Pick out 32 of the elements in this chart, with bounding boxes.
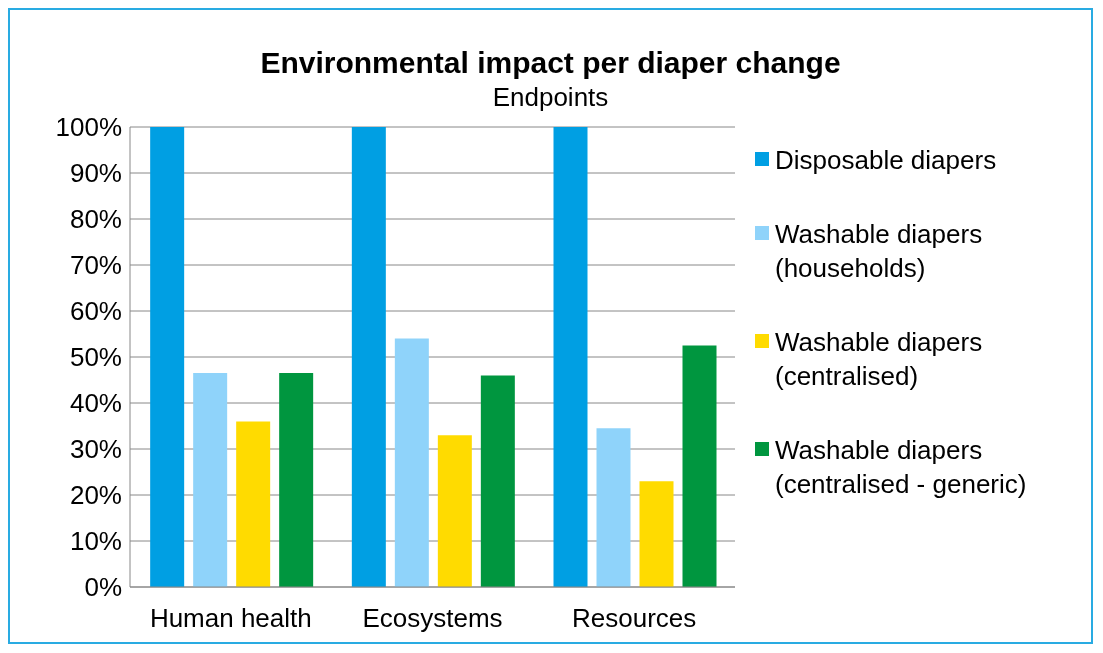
chart-title: Environmental impact per diaper change bbox=[259, 46, 842, 80]
bar bbox=[150, 127, 185, 587]
y-tick-label: 70% bbox=[69, 250, 122, 281]
legend-label: Disposable diapers bbox=[775, 144, 998, 177]
bar bbox=[682, 345, 717, 587]
legend-label: Washable diapers (centralised) bbox=[775, 326, 984, 393]
y-tick-label: 50% bbox=[69, 342, 122, 373]
bar bbox=[236, 421, 271, 587]
x-tick-label: Ecosystems bbox=[362, 603, 503, 634]
bar bbox=[596, 428, 631, 587]
legend-label: Washable diapers (centralised - generic) bbox=[775, 434, 1028, 501]
chart-subtitle: Endpoints bbox=[491, 82, 610, 113]
y-tick-label: 90% bbox=[69, 158, 122, 189]
x-tick-label: Resources bbox=[572, 603, 697, 634]
y-tick-label: 10% bbox=[69, 526, 122, 557]
bar bbox=[639, 481, 674, 587]
bar bbox=[480, 375, 515, 587]
y-tick-label: 20% bbox=[69, 480, 122, 511]
y-tick-label: 30% bbox=[69, 434, 122, 465]
bar bbox=[279, 373, 314, 587]
bar bbox=[394, 338, 429, 587]
y-tick-label: 80% bbox=[69, 204, 122, 235]
bar bbox=[553, 127, 588, 587]
y-tick-label: 100% bbox=[55, 112, 122, 143]
bar bbox=[193, 373, 228, 587]
bar bbox=[437, 435, 472, 587]
legend-label: Washable diapers (households) bbox=[775, 218, 984, 285]
y-tick-label: 0% bbox=[84, 572, 122, 603]
x-tick-label: Human health bbox=[149, 603, 312, 634]
bar bbox=[351, 127, 386, 587]
y-tick-label: 60% bbox=[69, 296, 122, 327]
y-tick-label: 40% bbox=[69, 388, 122, 419]
